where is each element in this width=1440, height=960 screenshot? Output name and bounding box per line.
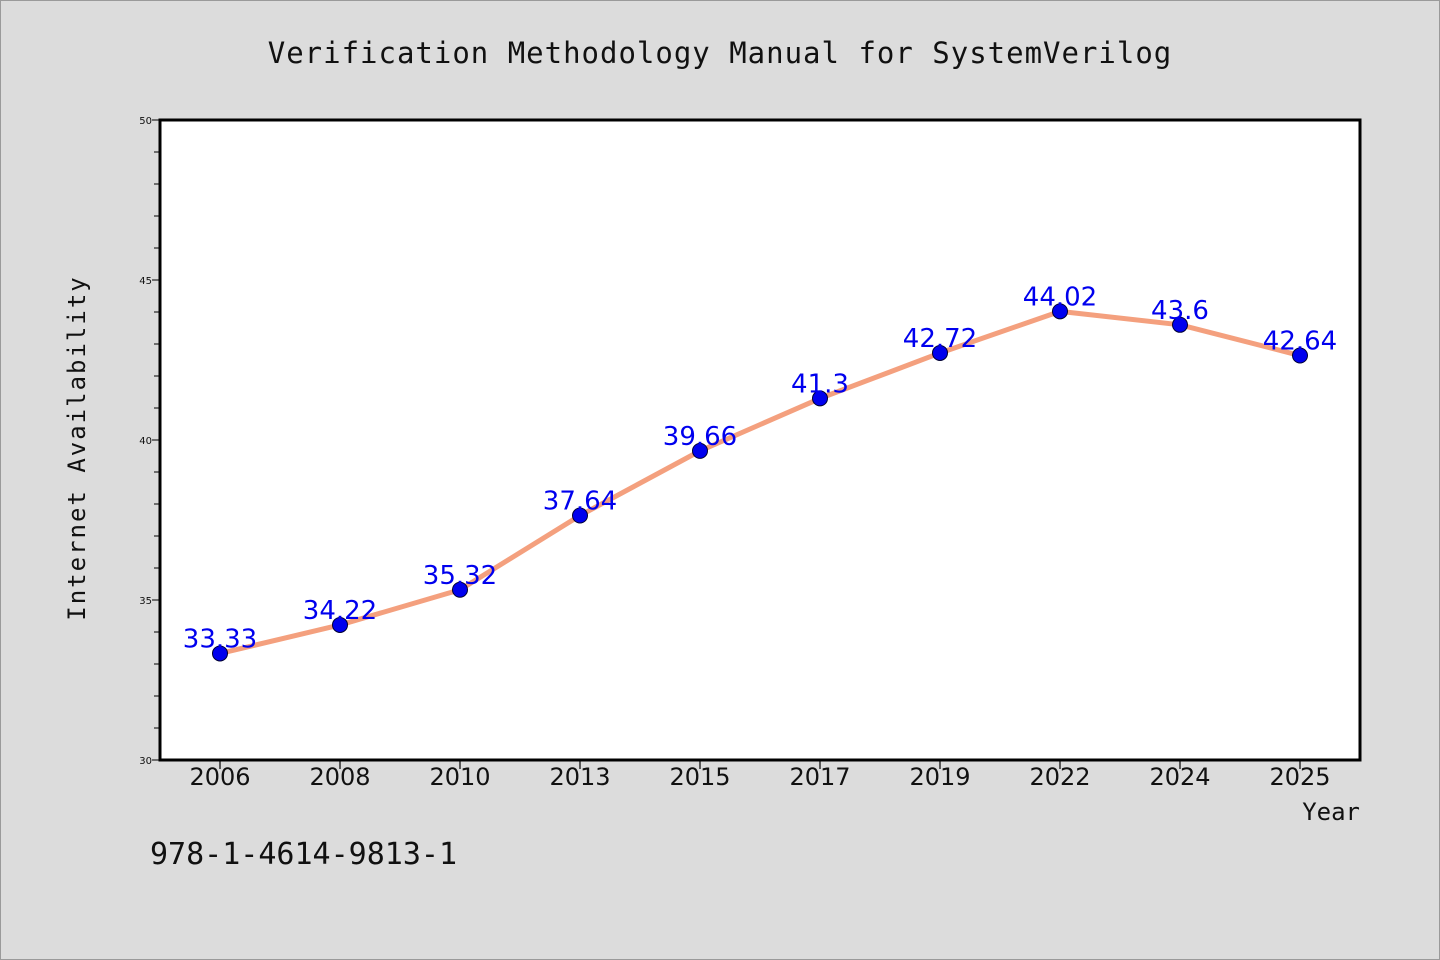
x-tick-label: 2019 [909, 763, 970, 791]
data-point-label: 41.3 [791, 369, 849, 399]
chart-title: Verification Methodology Manual for Syst… [268, 36, 1173, 70]
plot-area [160, 120, 1360, 760]
data-point-marker [812, 390, 828, 407]
x-tick-label: 2025 [1269, 763, 1330, 791]
y-tick-label: 40 [139, 436, 152, 447]
x-tick-label: 2008 [309, 763, 370, 791]
x-axis-label: Year [1302, 798, 1360, 826]
data-labels: 33.33 34.22 35.32 37.64 39.66 41.3 42.72 44.02 4… [183, 282, 1337, 654]
data-point-marker [1052, 303, 1068, 320]
plot-frame [158, 118, 1362, 762]
data-point-label: 42.72 [903, 324, 977, 354]
y-tick-label: 35 [139, 596, 152, 607]
y-tick-label: 45 [139, 276, 152, 287]
isbn-text: 978-1-4614-9813-1 [150, 837, 457, 872]
data-point-marker [332, 616, 348, 633]
data-point-label: 34.22 [303, 596, 377, 626]
y-tick-label: 30 [139, 756, 152, 767]
data-point-label: 37.64 [543, 487, 617, 517]
data-point-marker [1292, 347, 1308, 364]
data-markers [212, 303, 1308, 662]
data-point-label: 43.6 [1151, 296, 1209, 326]
data-point-label: 44.02 [1023, 282, 1097, 312]
x-tick-label: 2015 [669, 763, 730, 791]
y-tick-label: 50 [139, 116, 152, 127]
series-line [219, 308, 1301, 656]
data-point-marker [1172, 316, 1188, 333]
x-tick-label: 2017 [789, 763, 850, 791]
data-point-marker [572, 507, 588, 524]
x-tick-label: 2010 [429, 763, 490, 791]
data-point-label: 33.33 [183, 624, 257, 654]
data-point-label: 39.66 [663, 422, 737, 452]
y-axis-label: Internet Availability [63, 275, 91, 620]
data-point-label: 42.64 [1263, 327, 1337, 357]
data-point-marker [452, 581, 468, 598]
x-tick-label: 2024 [1149, 763, 1210, 791]
x-tick-label: 2006 [189, 763, 250, 791]
y-axis-ticks: 30 35 40 45 50 [139, 116, 160, 767]
data-point-marker [212, 645, 228, 662]
data-point-label: 35.32 [423, 561, 497, 591]
data-point-marker [932, 344, 948, 361]
x-axis-ticks: 2006 2008 2010 2013 2015 2017 2019 2022 2024 2025 [189, 760, 1331, 791]
x-tick-label: 2022 [1029, 763, 1090, 791]
x-tick-label: 2013 [549, 763, 610, 791]
data-point-marker [692, 442, 708, 459]
